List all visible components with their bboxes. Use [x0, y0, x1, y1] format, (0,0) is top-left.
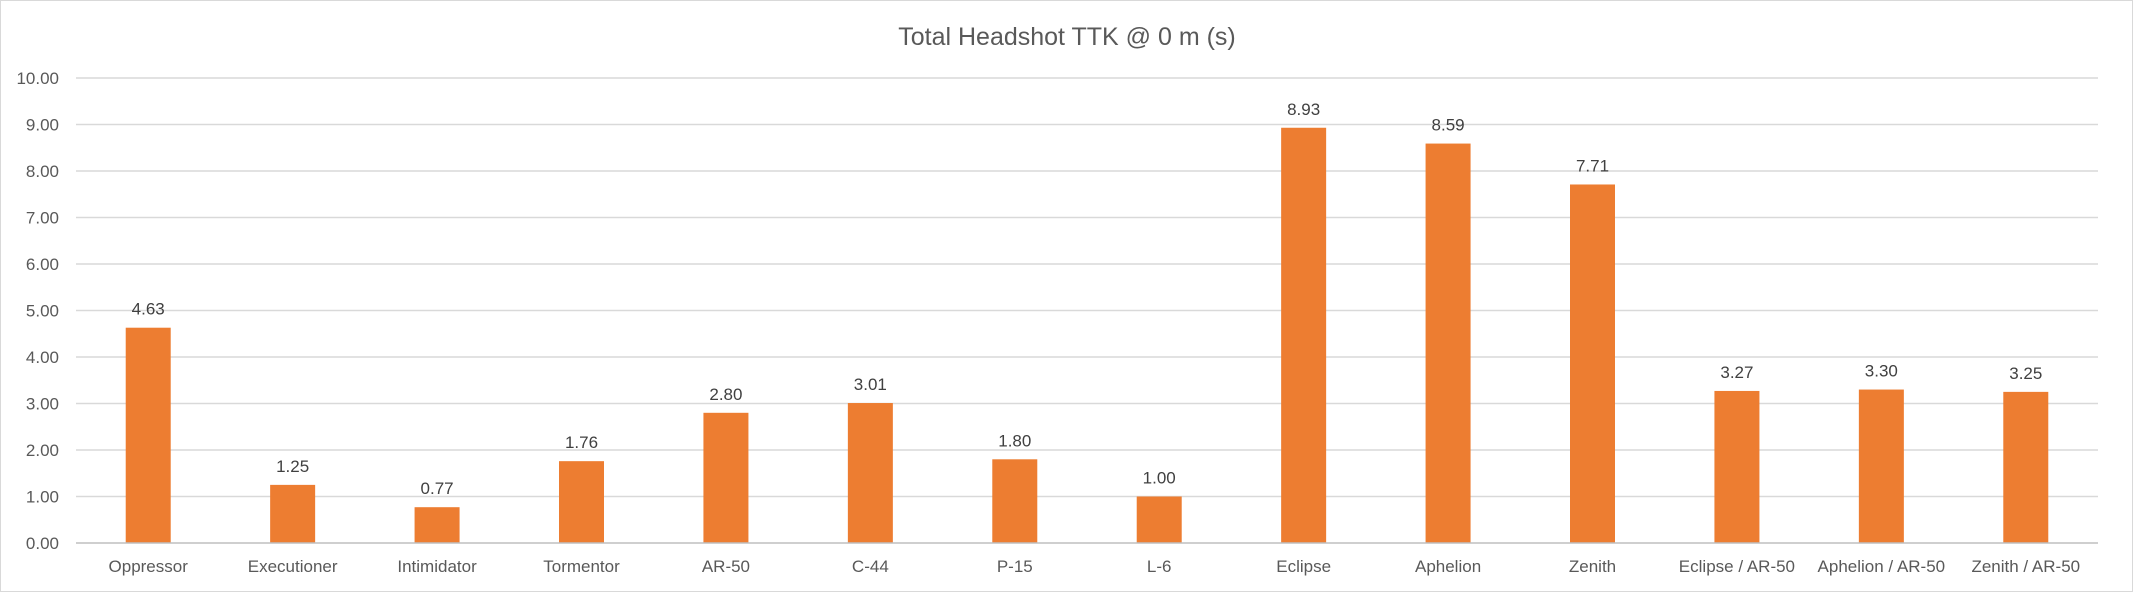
y-tick-label: 3.00: [26, 395, 59, 414]
y-tick-label: 6.00: [26, 255, 59, 274]
data-label: 1.00: [1143, 469, 1176, 488]
data-label: 1.80: [998, 431, 1031, 450]
data-label: 1.76: [565, 433, 598, 452]
data-label: 8.93: [1287, 100, 1320, 119]
y-tick-label: 4.00: [26, 348, 59, 367]
data-label: 4.63: [132, 300, 165, 319]
x-tick-label: L-6: [1147, 557, 1172, 576]
bar: [703, 412, 749, 543]
x-tick-label: Eclipse: [1276, 557, 1331, 576]
y-tick-label: 7.00: [26, 209, 59, 228]
x-tick-label: Oppressor: [109, 557, 189, 576]
data-label: 2.80: [709, 385, 742, 404]
x-tick-label: Eclipse / AR-50: [1679, 557, 1795, 576]
bar: [992, 459, 1038, 543]
bar: [847, 403, 893, 543]
y-tick-label: 10.00: [16, 69, 59, 88]
data-label: 0.77: [421, 479, 454, 498]
bar: [1858, 389, 1904, 543]
x-tick-label: Aphelion: [1415, 557, 1481, 576]
gridlines: [76, 77, 2098, 498]
x-tick-label: Zenith / AR-50: [1971, 557, 2080, 576]
data-label: 3.30: [1865, 362, 1898, 381]
bar: [1570, 184, 1615, 544]
y-axis-ticks: 0.00 1.00 2.00 3.00 4.00 5.00 6.00 7.00 8.00 9.00…: [16, 69, 59, 553]
bars: [125, 127, 2049, 544]
y-tick-label: 0.00: [26, 534, 59, 553]
x-tick-label: Tormentor: [543, 557, 620, 576]
bar: [1425, 143, 1471, 543]
x-tick-label: AR-50: [702, 557, 750, 576]
x-tick-label: Aphelion / AR-50: [1818, 557, 1946, 576]
x-tick-label: C-44: [852, 557, 889, 576]
y-tick-label: 5.00: [26, 302, 59, 321]
bar: [414, 507, 460, 543]
bar: [1281, 127, 1327, 543]
x-tick-label: P-15: [997, 557, 1033, 576]
x-tick-label: Zenith: [1569, 557, 1616, 576]
bar: [1714, 390, 1760, 543]
bar: [1136, 496, 1182, 543]
bar: [2003, 391, 2049, 543]
data-label: 1.25: [276, 457, 309, 476]
y-tick-label: 9.00: [26, 116, 59, 135]
data-label: 8.59: [1432, 116, 1465, 135]
data-label: 3.01: [854, 375, 887, 394]
chart-title: Total Headshot TTK @ 0 m (s): [898, 23, 1236, 51]
x-tick-label: Intimidator: [397, 557, 477, 576]
y-tick-label: 2.00: [26, 441, 59, 460]
data-label: 7.71: [1576, 156, 1609, 175]
bar: [125, 327, 171, 543]
x-axis-labels: Oppressor Executioner Intimidator Tormentor…: [109, 557, 2081, 576]
x-tick-label: Executioner: [248, 557, 338, 576]
data-labels: 4.63 1.25 0.77 1.76 2.80 3.01 1.80 1.00 8.93 8.59…: [132, 100, 2043, 498]
bar: [270, 484, 316, 543]
bar: [559, 461, 604, 543]
data-label: 3.25: [2009, 364, 2042, 383]
y-tick-label: 1.00: [26, 488, 59, 507]
data-label: 3.27: [1720, 363, 1753, 382]
y-tick-label: 8.00: [26, 162, 59, 181]
